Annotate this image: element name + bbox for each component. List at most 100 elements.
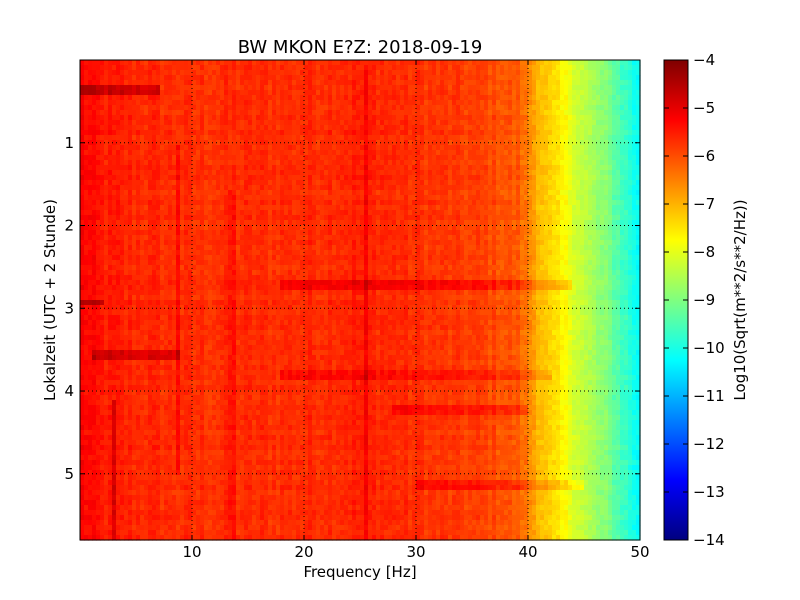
heatmap-cell: [588, 200, 593, 206]
heatmap-cell: [240, 230, 245, 236]
heatmap-cell: [540, 190, 545, 196]
heatmap-cell: [260, 110, 265, 116]
heatmap-cell: [548, 140, 553, 146]
heatmap-cell: [156, 220, 161, 226]
heatmap-cell: [292, 125, 297, 131]
heatmap-cell: [636, 195, 641, 201]
heatmap-cell: [256, 70, 261, 76]
heatmap-cell: [500, 120, 505, 126]
heatmap-cell: [588, 185, 593, 191]
heatmap-cell: [300, 125, 305, 131]
heatmap-cell: [224, 235, 229, 241]
heatmap-cell: [172, 105, 177, 111]
heatmap-cell: [284, 185, 289, 191]
heatmap-cell: [636, 225, 641, 231]
heatmap-cell: [332, 60, 337, 66]
heatmap-cell: [204, 210, 209, 216]
heatmap-cell: [272, 135, 277, 141]
heatmap-cell: [84, 215, 89, 221]
heatmap-cell: [84, 175, 89, 181]
heatmap-cell: [428, 70, 433, 76]
heatmap-cell: [576, 190, 581, 196]
heatmap-cell: [368, 220, 373, 226]
heatmap-cell: [616, 145, 621, 151]
heatmap-cell: [92, 220, 97, 226]
heatmap-cell: [516, 210, 521, 216]
heatmap-cell: [88, 185, 93, 191]
heatmap-cell: [408, 125, 413, 131]
heatmap-cell: [588, 170, 593, 176]
heatmap-cell: [404, 150, 409, 156]
heatmap-cell: [140, 165, 145, 171]
heatmap-cell: [228, 135, 233, 141]
heatmap-cell: [320, 60, 325, 66]
heatmap-cell: [548, 95, 553, 101]
heatmap-cell: [544, 165, 549, 171]
heatmap-cell: [244, 135, 249, 141]
heatmap-cell: [260, 185, 265, 191]
heatmap-cell: [376, 145, 381, 151]
heatmap-cell: [612, 225, 617, 231]
heatmap-cell: [160, 235, 165, 241]
heatmap-cell: [540, 210, 545, 216]
heatmap-cell: [188, 180, 193, 186]
heatmap-cell: [176, 65, 181, 71]
heatmap-cell: [568, 195, 573, 201]
heatmap-cell: [592, 115, 597, 121]
heatmap-cell: [256, 100, 261, 106]
heatmap-cell: [416, 145, 421, 151]
heatmap-cell: [168, 80, 173, 86]
heatmap-cell: [440, 70, 445, 76]
heatmap-cell: [580, 170, 585, 176]
heatmap-cell: [616, 205, 621, 211]
heatmap-cell: [212, 190, 217, 196]
heatmap-cell: [384, 80, 389, 86]
heatmap-cell: [592, 170, 597, 176]
heatmap-cell: [260, 60, 265, 66]
heatmap-cell: [400, 190, 405, 196]
heatmap-cell: [88, 135, 93, 141]
heatmap-cell: [84, 235, 89, 241]
heatmap-cell: [496, 230, 501, 236]
heatmap-cell: [256, 110, 261, 116]
heatmap-cell: [576, 205, 581, 211]
heatmap-cell: [440, 215, 445, 221]
heatmap-cell: [288, 175, 293, 181]
heatmap-cell: [164, 190, 169, 196]
heatmap-cell: [492, 215, 497, 221]
heatmap-cell: [592, 200, 597, 206]
heatmap-cell: [296, 115, 301, 121]
heatmap-cell: [636, 120, 641, 126]
heatmap-cell: [156, 195, 161, 201]
heatmap-cell: [224, 185, 229, 191]
heatmap-cell: [448, 210, 453, 216]
heatmap-cell: [400, 225, 405, 231]
heatmap-cell: [424, 85, 429, 91]
heatmap-cell: [412, 155, 417, 161]
heatmap-cell: [420, 220, 425, 226]
heatmap-cell: [624, 230, 629, 236]
heatmap-cell: [532, 125, 537, 131]
heatmap-cell: [356, 190, 361, 196]
heatmap-cell: [176, 95, 181, 101]
heatmap-cell: [352, 75, 357, 81]
heatmap-cell: [620, 175, 625, 181]
heatmap-cell: [472, 150, 477, 156]
heatmap-cell: [160, 115, 165, 121]
heatmap-cell: [208, 125, 213, 131]
heatmap-cell: [188, 85, 193, 91]
heatmap-cell: [264, 165, 269, 171]
heatmap-cell: [588, 160, 593, 166]
heatmap-cell: [224, 160, 229, 166]
heatmap-cell: [176, 215, 181, 221]
heatmap-cell: [328, 215, 333, 221]
heatmap-cell: [96, 180, 101, 186]
heatmap-cell: [404, 220, 409, 226]
heatmap-cell: [108, 65, 113, 71]
heatmap-cell: [156, 175, 161, 181]
heatmap-cell: [468, 210, 473, 216]
heatmap-cell: [408, 80, 413, 86]
heatmap-cell: [204, 205, 209, 211]
heatmap-cell: [428, 220, 433, 226]
heatmap-cell: [340, 100, 345, 106]
